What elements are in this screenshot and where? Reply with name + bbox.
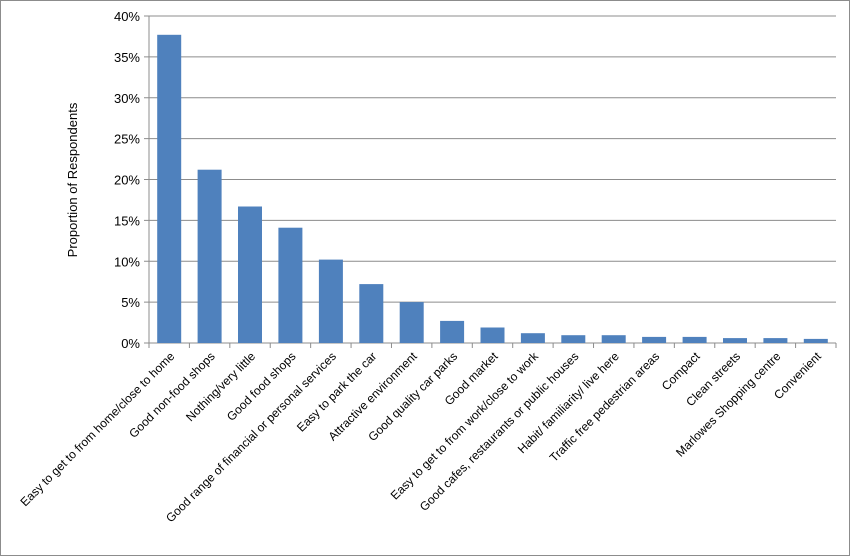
bar	[520, 333, 545, 343]
bar	[157, 34, 182, 344]
bars	[157, 34, 828, 344]
bar	[197, 169, 222, 343]
x-tick-label: Easy to get to from work/close to work	[388, 349, 542, 503]
bar	[561, 335, 586, 343]
bar	[399, 302, 424, 343]
bar	[359, 284, 384, 343]
x-tick-labels: Easy to get to from home/close to home Go…	[17, 349, 824, 526]
bar	[318, 259, 343, 343]
y-tick-labels: 0% 5% 10% 15% 20% 25% 30% 35% 40%	[114, 9, 140, 351]
bar	[278, 227, 303, 343]
x-tick-label: Easy to get to from home/close to home	[17, 349, 177, 509]
y-tick-label: 35%	[114, 50, 140, 65]
bar	[601, 335, 626, 343]
x-tick-label: Good food shops	[224, 349, 299, 424]
bar	[803, 338, 828, 343]
y-tick-label: 0%	[121, 336, 140, 351]
y-tick-label: 5%	[121, 295, 140, 310]
bar	[723, 338, 747, 343]
y-tick-label: 25%	[114, 132, 140, 147]
bar	[763, 338, 788, 343]
bar	[440, 320, 465, 343]
y-tick-label: 40%	[114, 9, 140, 24]
y-tick-label: 20%	[114, 173, 140, 188]
y-tick-label: 30%	[114, 91, 140, 106]
bar	[238, 206, 262, 343]
x-tick-label: Nothing/very little	[183, 349, 258, 424]
gridlines	[149, 15, 836, 303]
bar	[642, 336, 667, 343]
bar	[682, 336, 707, 343]
y-tick-label: 10%	[114, 254, 140, 269]
y-axis-label: Proportion of Respondents	[65, 102, 80, 257]
y-tick-label: 15%	[114, 213, 140, 228]
bar	[480, 327, 505, 343]
